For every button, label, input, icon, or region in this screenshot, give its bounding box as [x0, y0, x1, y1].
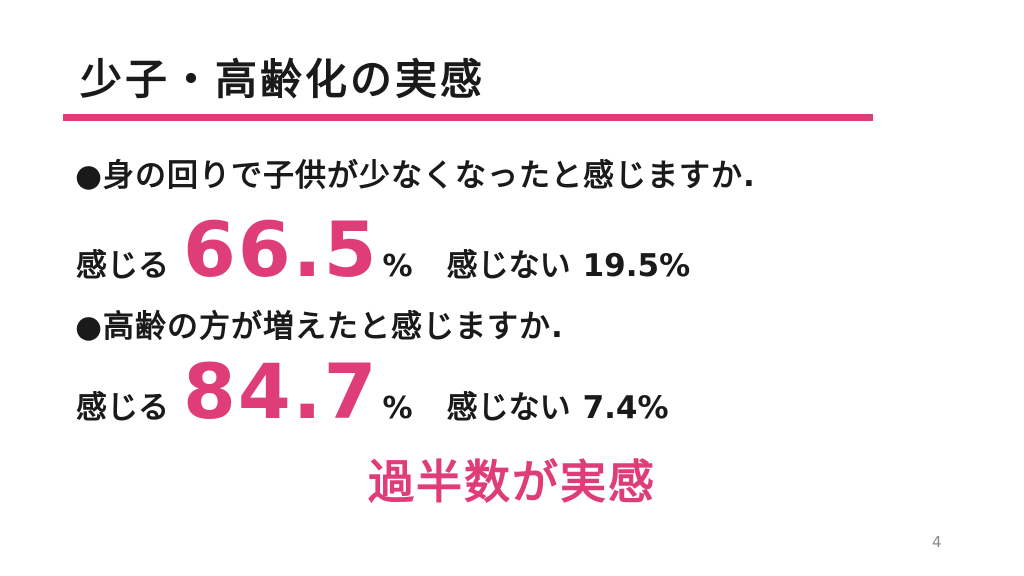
question-1-text: ●身の回りで子供が少なくなったと感じますか.	[75, 158, 756, 194]
notfeel-value-1: 19.5%	[582, 248, 691, 284]
conclusion-text: 過半数が実感	[368, 455, 656, 509]
notfeel-value-2: 7.4%	[582, 390, 669, 426]
feel-value-2: 84.7	[183, 347, 379, 436]
page-number: 4	[932, 533, 942, 551]
feel-unit-1: %	[382, 249, 413, 284]
feel-label-1: 感じる	[76, 248, 169, 284]
title-underline	[63, 114, 873, 121]
stats-row-1: 感じる 66.5 % 感じない 19.5%	[76, 212, 690, 288]
feel-value-1: 66.5	[183, 205, 379, 294]
page-title: 少子・高齢化の実感	[80, 55, 486, 104]
notfeel-label-1: 感じない	[446, 248, 571, 284]
feel-label-2: 感じる	[76, 390, 169, 426]
question-2-text: ●高齢の方が増えたと感じますか.	[75, 309, 564, 345]
stats-row-2: 感じる 84.7 % 感じない 7.4%	[76, 354, 669, 430]
feel-unit-2: %	[382, 391, 413, 426]
notfeel-label-2: 感じない	[446, 390, 571, 426]
